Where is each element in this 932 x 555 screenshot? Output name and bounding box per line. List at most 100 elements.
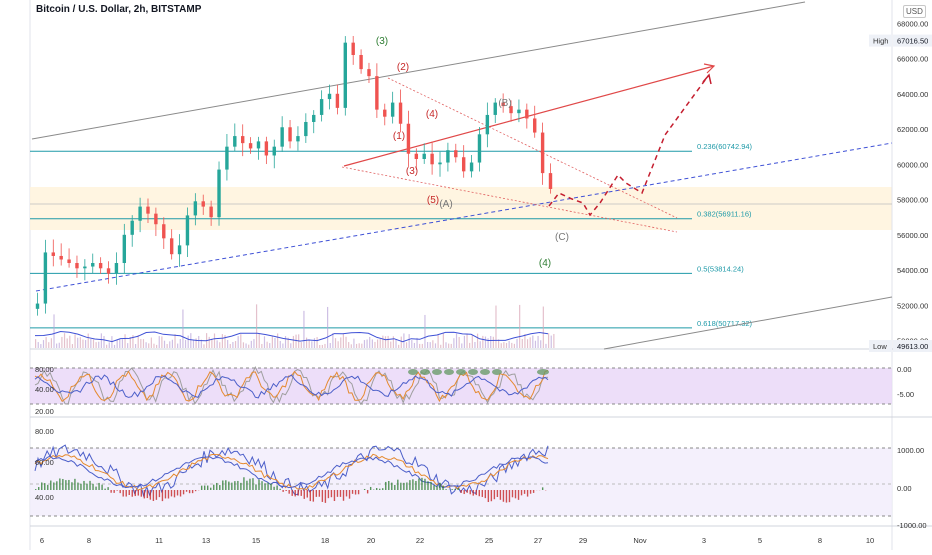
candle-body — [304, 122, 307, 136]
candle-body — [494, 103, 497, 115]
candle-body — [470, 163, 473, 172]
histogram-bar — [141, 490, 142, 497]
histogram-bar — [295, 490, 296, 496]
time-tick-label: 11 — [155, 536, 163, 545]
volume-bar — [474, 342, 475, 348]
histogram-bar — [409, 480, 410, 490]
volume-bar — [551, 336, 552, 348]
wave-label: (2) — [397, 62, 409, 73]
histogram-bar — [304, 490, 305, 499]
volume-bar — [203, 344, 204, 348]
time-tick-label: 20 — [367, 536, 375, 545]
candle-body — [146, 207, 149, 214]
volume-bar — [464, 336, 465, 348]
histogram-bar — [119, 490, 120, 493]
candle-body — [423, 154, 426, 159]
candle-body — [52, 252, 55, 256]
volume-bar — [340, 337, 341, 348]
volume-bar — [69, 336, 70, 348]
candle-body — [517, 110, 520, 114]
volume-bar — [238, 336, 239, 348]
volume-bar — [548, 333, 549, 348]
histogram-bar — [418, 478, 419, 490]
histogram-bar — [521, 490, 522, 495]
candle-body — [367, 69, 370, 76]
wave-label: (4) — [426, 109, 438, 120]
histogram-bar — [442, 486, 443, 490]
candle-body — [312, 115, 315, 122]
histogram-bar — [400, 483, 401, 490]
volume-bar — [59, 343, 60, 348]
candle-body — [462, 157, 465, 171]
volume-bar — [219, 342, 220, 348]
volume-bar — [295, 335, 296, 348]
volume-bar — [432, 340, 433, 348]
histogram-bar — [104, 489, 105, 490]
panel-tick-label: 20.00 — [35, 407, 54, 416]
histogram-bar — [98, 483, 99, 490]
histogram-bar — [394, 485, 395, 490]
signal-dot — [468, 369, 478, 375]
candle-body — [415, 154, 418, 159]
histogram-bar — [68, 480, 69, 490]
volume-bar — [477, 334, 478, 348]
volume-bar — [222, 334, 223, 348]
histogram-bar — [186, 490, 187, 492]
histogram-bar — [216, 483, 217, 490]
candle-body — [225, 147, 228, 170]
histogram-bar — [150, 490, 151, 500]
histogram-bar — [225, 480, 226, 490]
volume-bar — [135, 344, 136, 348]
panel-tick-label: 1000.00 — [897, 446, 924, 455]
histogram-bar — [219, 485, 220, 490]
volume-bar — [348, 342, 349, 348]
candle-body — [328, 94, 331, 99]
histogram-bar — [86, 484, 87, 490]
volume-bar — [56, 344, 57, 348]
volume-bar — [516, 339, 517, 348]
candle-body — [383, 110, 386, 117]
volume-bar — [411, 340, 412, 348]
volume-bar — [524, 334, 525, 348]
candle-body — [273, 147, 276, 156]
candle-body — [407, 124, 410, 154]
histogram-bar — [71, 482, 72, 490]
wave-label: (A) — [439, 199, 452, 210]
histogram-bar — [403, 483, 404, 490]
currency-label[interactable]: USD — [903, 5, 926, 18]
histogram-bar — [542, 487, 543, 490]
histogram-bar — [255, 484, 256, 490]
volume-bar — [193, 340, 194, 348]
histogram-bar — [80, 484, 81, 490]
volume-bar — [269, 343, 270, 348]
time-tick-label: 15 — [252, 536, 260, 545]
candle-body — [280, 127, 283, 146]
volume-bar — [469, 343, 470, 348]
histogram-bar — [189, 490, 190, 493]
volume-bar — [466, 333, 467, 348]
candle-body — [320, 99, 323, 115]
volume-bar — [359, 343, 360, 348]
histogram-bar — [364, 489, 365, 490]
histogram-bar — [183, 490, 184, 494]
volume-bar — [72, 344, 73, 348]
volume-bar — [545, 344, 546, 348]
histogram-bar — [62, 479, 63, 490]
candle-body — [446, 150, 449, 162]
volume-bar — [487, 338, 488, 348]
candle-body — [67, 259, 70, 263]
histogram-bar — [460, 490, 461, 493]
histogram-bar — [482, 490, 483, 497]
volume-bar — [372, 339, 373, 348]
histogram-bar — [147, 490, 148, 498]
volume-bar — [259, 334, 260, 348]
volume-bar — [51, 338, 52, 348]
volume-bar — [374, 342, 375, 348]
time-tick-label: 22 — [416, 536, 424, 545]
candle-body — [265, 141, 268, 155]
volume-bar — [293, 336, 294, 348]
volume-bar — [369, 337, 370, 348]
histogram-bar — [424, 479, 425, 490]
histogram-bar — [288, 490, 289, 494]
